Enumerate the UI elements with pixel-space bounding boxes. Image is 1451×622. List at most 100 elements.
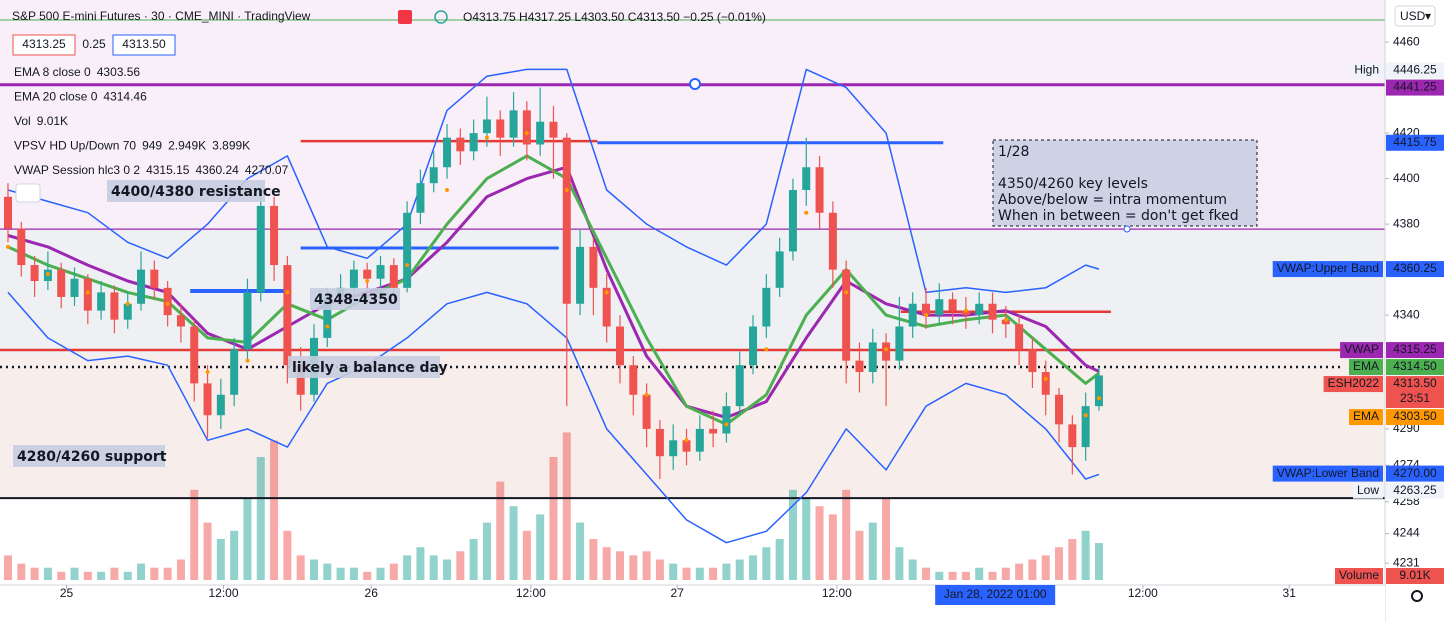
volume-bar [828,514,837,580]
candle-body [1001,319,1010,325]
name-tag-label: Volume [1339,568,1379,582]
volume-bar [17,563,26,580]
ema-dot [125,301,130,306]
name-tag-label: VWAP:Lower Band [1277,466,1379,480]
candle-body [456,137,465,152]
candle-body [482,119,491,134]
candle-body [376,265,385,279]
ask-box[interactable] [112,34,176,56]
volume-bar [30,567,39,580]
volume-bar [150,567,159,580]
volume-bar [642,551,651,580]
bid[interactable]: 4313.25 [22,37,66,51]
ema-dot [1083,413,1088,418]
volume-bar [709,567,718,580]
candle-body [602,287,611,327]
candle-body [536,121,545,145]
price-tag-label: 4315.25 [1393,342,1437,356]
candle-body [230,349,239,395]
price-tag [1386,376,1444,409]
volume-bar [1094,543,1103,580]
ask[interactable]: 4313.50 [122,37,166,51]
legend-value: 4303.56 [97,65,141,79]
name-tag [1350,62,1383,79]
name-tag-label: VWAP:Upper Band [1277,261,1379,275]
candle-body [243,292,252,350]
eye-icon[interactable] [434,10,448,24]
volume-bar [522,530,531,580]
alert-icon[interactable] [398,10,412,24]
candle-body [722,406,731,434]
candle-body [57,269,66,297]
volume-bar [988,571,997,580]
candle-body [629,365,638,395]
volume-bar [429,555,438,580]
candle-body [948,299,957,311]
currency-button[interactable] [1394,5,1436,27]
candle-body [256,205,265,293]
legend-value: 949 [142,138,162,152]
ema-dot [644,392,649,397]
volume-bar [243,498,252,580]
candle-body [961,310,970,316]
ema-dot [445,187,450,192]
dropdown-arrow[interactable]: ▾ [1425,9,1431,23]
volume-bar [1068,539,1077,580]
candle-body [882,342,891,361]
ema-dot [724,422,729,427]
volume-bar [176,559,185,580]
legend-value: 9.01K [37,114,68,128]
volume-bar [722,563,731,580]
x-tick-label: 31 [1283,586,1297,600]
currency[interactable]: USD [1400,9,1426,23]
y-tick-label: 4460 [1393,34,1420,48]
volume-bar [589,539,598,580]
volume-bar [376,567,385,580]
candle-body [655,428,664,457]
spread: 0.25 [82,37,106,51]
annotation: 4400/4380 resistance [111,184,281,200]
price-tag-label: 4446.25 [1393,63,1437,77]
x-tick-label: 25 [60,586,74,600]
ema-dot [524,131,529,136]
volume-bar [482,522,491,580]
volume-tag [1386,568,1444,584]
x-tick-label: 26 [365,586,379,600]
candle-body [443,137,452,168]
volume-bar [669,563,678,580]
candle-body [682,440,691,452]
ema-dot [85,290,90,295]
volume-bar [815,506,824,580]
volume-bar [389,563,398,580]
volume-bar [123,571,132,580]
line-handle[interactable] [689,78,701,90]
volume-bar [190,489,199,580]
ema-dot [165,301,170,306]
ema-dot [45,272,50,277]
settings-icon[interactable] [1411,590,1423,602]
volume-bar [802,498,811,580]
candle-body [788,189,797,252]
annotation-box [288,356,440,378]
collapse-button[interactable] [15,183,41,203]
volume-bar [70,567,79,580]
candle-body [855,360,864,373]
note-box [992,139,1258,227]
candle-body [17,228,26,266]
volume-bar [948,571,957,580]
line-handle[interactable] [1123,225,1131,233]
name-tag [1352,482,1383,499]
candle-body [203,383,212,416]
ema-dot [884,347,889,352]
candle-body [749,326,758,366]
volume-bar [469,539,478,580]
bid-box[interactable] [12,34,76,56]
legend-value: 4315.15 [146,163,190,177]
candle-body [642,394,651,429]
volume-bar [283,530,292,580]
volume-bar [110,567,119,580]
ema-dot [325,324,330,329]
volume-bar [443,559,452,580]
volume-bar [536,514,545,580]
volume-bar [562,432,571,580]
